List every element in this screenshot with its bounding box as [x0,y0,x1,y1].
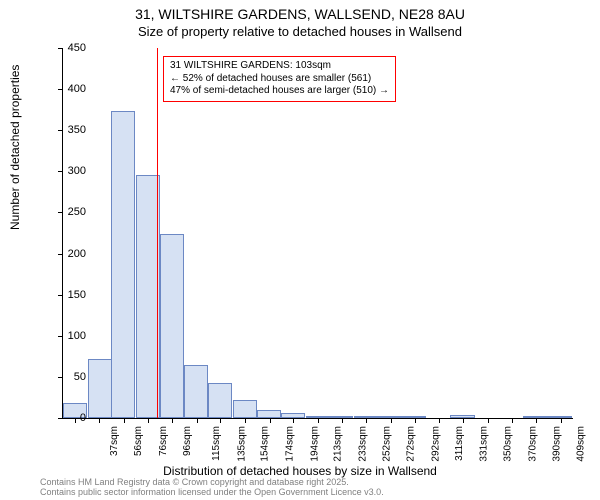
x-tick-label: 76sqm [158,426,169,456]
x-tick-label: 233sqm [358,426,369,462]
y-tick-label: 450 [46,42,86,54]
title-line2: Size of property relative to detached ho… [0,24,600,39]
x-tick-label: 252sqm [381,426,392,462]
callout-line: 31 WILTSHIRE GARDENS: 103sqm [170,60,389,73]
x-tick-label: 409sqm [575,426,586,462]
y-tick-label: 50 [46,371,86,383]
histogram-bar [281,413,305,418]
y-tick-label: 400 [46,83,86,95]
x-tick-label: 56sqm [133,426,144,456]
y-tick-label: 150 [46,289,86,301]
histogram-bar [523,416,547,418]
histogram-bar [377,416,401,418]
title-line1: 31, WILTSHIRE GARDENS, WALLSEND, NE28 8A… [0,6,600,22]
footnote: Contains HM Land Registry data © Crown c… [40,478,384,498]
chart-container: 31, WILTSHIRE GARDENS, WALLSEND, NE28 8A… [0,0,600,500]
y-tick-label: 250 [46,206,86,218]
histogram-bar [354,416,378,418]
x-tick-label: 272sqm [406,426,417,462]
x-tick-label: 96sqm [182,426,193,456]
callout-box: 31 WILTSHIRE GARDENS: 103sqm← 52% of det… [163,56,396,102]
x-tick-label: 292sqm [431,426,442,462]
x-tick-label: 174sqm [285,426,296,462]
x-tick-label: 135sqm [236,426,247,462]
histogram-bar [184,365,208,418]
histogram-bar [233,400,257,418]
x-tick-label: 213sqm [333,426,344,462]
histogram-bar [548,416,572,418]
x-tick-label: 370sqm [527,426,538,462]
marker-line [157,48,158,418]
x-tick-label: 37sqm [109,426,120,456]
x-tick-label: 390sqm [552,426,563,462]
histogram-bar [88,359,112,418]
x-tick-label: 350sqm [502,426,513,462]
plot-area: 37sqm56sqm76sqm96sqm115sqm135sqm154sqm17… [62,48,573,419]
x-tick-label: 331sqm [479,426,490,462]
callout-line: 47% of semi-detached houses are larger (… [170,85,389,98]
y-tick-label: 100 [46,330,86,342]
y-tick-label: 200 [46,248,86,260]
histogram-bar [208,383,232,418]
histogram-bar [257,410,281,418]
histogram-bar [160,234,184,418]
x-tick-label: 115sqm [211,426,222,461]
x-tick-label: 194sqm [309,426,320,462]
callout-line: ← 52% of detached houses are smaller (56… [170,73,389,86]
x-axis-label: Distribution of detached houses by size … [0,464,600,478]
footnote-line2: Contains public sector information licen… [40,488,384,498]
histogram-bar [402,416,426,418]
histogram-bar [111,111,135,418]
histogram-bar [306,416,330,418]
histogram-bar [450,415,474,418]
title-block: 31, WILTSHIRE GARDENS, WALLSEND, NE28 8A… [0,6,600,39]
x-tick-label: 311sqm [453,426,464,461]
y-tick-label: 300 [46,165,86,177]
y-tick-label: 0 [46,412,86,424]
x-tick-label: 154sqm [260,426,271,462]
histogram-bar [329,416,353,418]
y-axis-label: Number of detached properties [8,65,22,230]
y-tick-label: 350 [46,124,86,136]
